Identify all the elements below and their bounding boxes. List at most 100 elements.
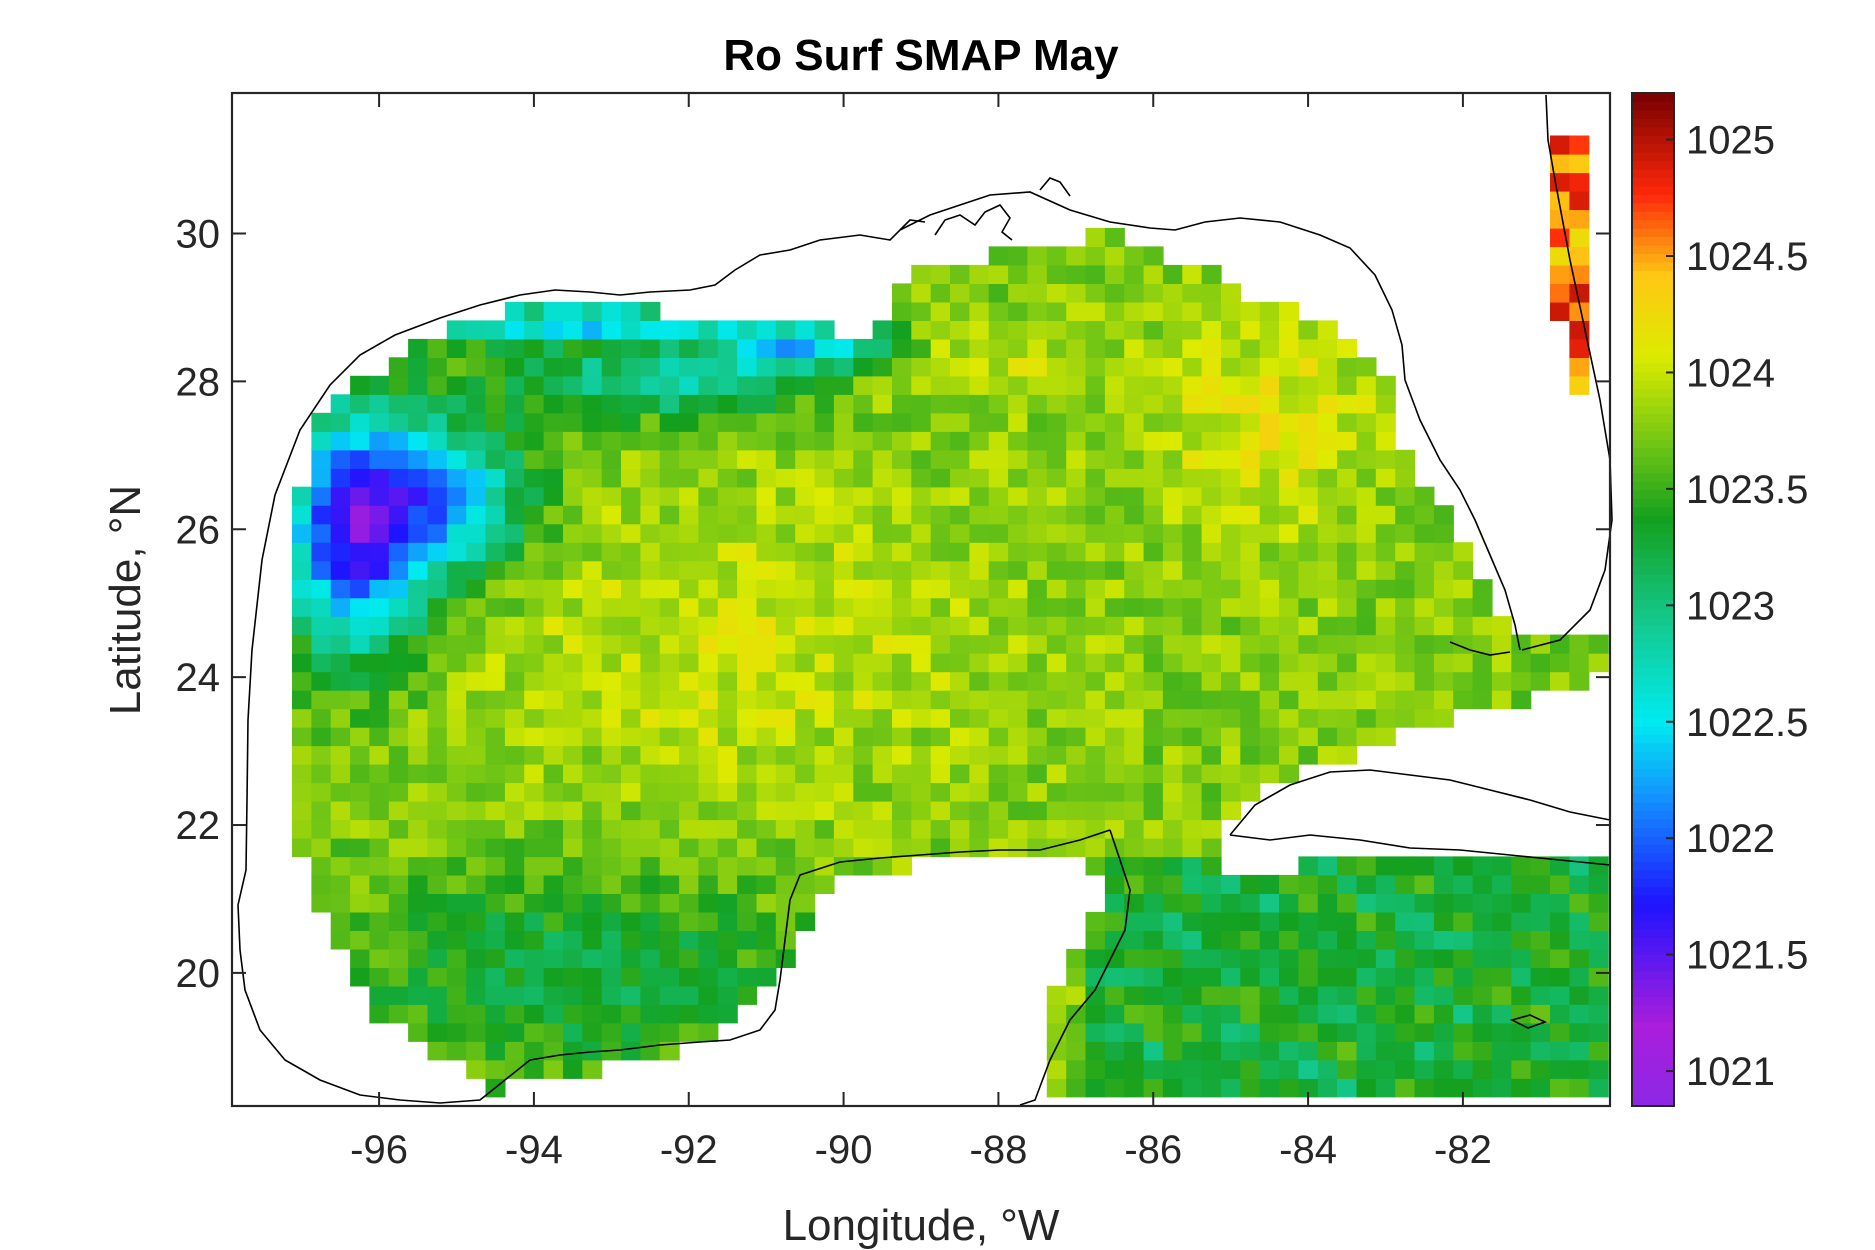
heatmap-cell xyxy=(1066,264,1087,284)
heatmap-cell xyxy=(1511,948,1532,968)
heatmap-cell xyxy=(1337,745,1358,765)
heatmap-cell xyxy=(853,690,874,710)
heatmap-cell xyxy=(1182,653,1203,673)
heatmap-cell xyxy=(330,431,351,451)
heatmap-cell xyxy=(1027,764,1048,784)
heatmap-cell xyxy=(1162,468,1183,488)
heatmap-cell xyxy=(1588,1059,1609,1079)
heatmap-cell xyxy=(1356,653,1377,673)
heatmap-cell xyxy=(1027,246,1048,266)
heatmap-cell xyxy=(1085,653,1106,673)
heatmap-cell xyxy=(659,542,680,562)
heatmap-cell xyxy=(601,301,622,321)
heatmap-cell xyxy=(969,468,990,488)
heatmap-cell xyxy=(1162,782,1183,802)
heatmap-cell xyxy=(350,394,371,414)
heatmap-cell xyxy=(640,819,661,839)
heatmap-cell xyxy=(350,449,371,469)
heatmap-cell xyxy=(1046,412,1067,432)
heatmap-cell xyxy=(1298,338,1319,358)
heatmap-cell xyxy=(504,523,525,543)
colorbar-segment xyxy=(1632,928,1674,938)
heatmap-cell xyxy=(1027,745,1048,765)
heatmap-cell xyxy=(543,874,564,894)
heatmap-cell xyxy=(543,375,564,395)
heatmap-cell xyxy=(621,874,641,894)
heatmap-cell xyxy=(988,727,1009,747)
heatmap-cell xyxy=(930,782,951,802)
heatmap-cell xyxy=(659,745,680,765)
x-tick-label: -96 xyxy=(350,1128,408,1172)
heatmap-cell xyxy=(872,542,893,562)
heatmap-cell xyxy=(1298,320,1319,340)
heatmap-cell xyxy=(1259,468,1280,488)
heatmap-cell xyxy=(833,505,854,525)
heatmap-cell xyxy=(563,948,583,968)
heatmap-cell xyxy=(1104,874,1125,894)
heatmap-cell xyxy=(833,616,854,636)
heatmap-cell xyxy=(853,819,874,839)
heatmap-cell xyxy=(1104,745,1125,765)
heatmap-cell xyxy=(1472,985,1493,1005)
heatmap-cell xyxy=(1182,357,1203,377)
colorbar-segment xyxy=(1632,354,1674,364)
heatmap-cell xyxy=(1298,1078,1319,1098)
heatmap-cell xyxy=(466,505,487,525)
heatmap-cell xyxy=(504,708,525,728)
heatmap-cell xyxy=(1066,394,1087,414)
heatmap-cell xyxy=(737,874,758,894)
heatmap-cell xyxy=(853,449,874,469)
heatmap-cell xyxy=(601,560,622,580)
heatmap-cell xyxy=(872,486,893,506)
colorbar-segment xyxy=(1632,388,1674,398)
heatmap-cell xyxy=(1046,431,1067,451)
heatmap-cell xyxy=(621,1041,641,1061)
heatmap-cell xyxy=(679,449,700,469)
heatmap-cell xyxy=(621,893,641,913)
heatmap-cell xyxy=(717,948,738,968)
coastline-island xyxy=(1509,1014,1548,1029)
heatmap-cell xyxy=(892,542,912,562)
heatmap-cell xyxy=(1027,449,1048,469)
heatmap-cell xyxy=(1027,579,1048,599)
heatmap-cell xyxy=(1588,634,1609,654)
heatmap-cell xyxy=(446,486,467,506)
heatmap-cell xyxy=(1104,708,1125,728)
heatmap-cell xyxy=(1317,486,1338,506)
heatmap-cell xyxy=(1240,948,1261,968)
heatmap-cell xyxy=(1046,394,1067,414)
heatmap-cell xyxy=(1104,301,1125,321)
heatmap-cell xyxy=(1356,1059,1377,1079)
heatmap-cell xyxy=(640,1004,661,1024)
heatmap-cell xyxy=(621,523,641,543)
heatmap-cell xyxy=(427,634,448,654)
heatmap-cell xyxy=(1027,634,1048,654)
colorbar-segment xyxy=(1632,109,1674,119)
heatmap-cell xyxy=(563,597,583,617)
colorbar-segment xyxy=(1632,152,1674,162)
heatmap-cell xyxy=(814,486,835,506)
heatmap-cell xyxy=(872,764,893,784)
heatmap-cell xyxy=(872,634,893,654)
heatmap-cell xyxy=(408,801,429,821)
heatmap-cell xyxy=(1143,838,1164,858)
heatmap-cell xyxy=(563,523,583,543)
heatmap-cell xyxy=(911,745,932,765)
heatmap-cell xyxy=(466,1059,487,1079)
heatmap-cell xyxy=(1085,948,1106,968)
colorbar-segment xyxy=(1632,607,1674,617)
heatmap-cell xyxy=(737,708,758,728)
heatmap-cell xyxy=(1588,948,1609,968)
heatmap-cell xyxy=(1201,1022,1222,1042)
heatmap-cell xyxy=(1375,1059,1396,1079)
heatmap-cell xyxy=(621,320,641,340)
heatmap-cell xyxy=(930,634,951,654)
heatmap-cell xyxy=(1472,634,1493,654)
heatmap-cell xyxy=(563,967,583,987)
heatmap-cell xyxy=(717,634,738,654)
heatmap-cell xyxy=(911,560,932,580)
heatmap-cell xyxy=(563,985,583,1005)
heatmap-cell xyxy=(1162,671,1183,691)
heatmap-cell xyxy=(795,320,816,340)
heatmap-cell xyxy=(698,560,719,580)
